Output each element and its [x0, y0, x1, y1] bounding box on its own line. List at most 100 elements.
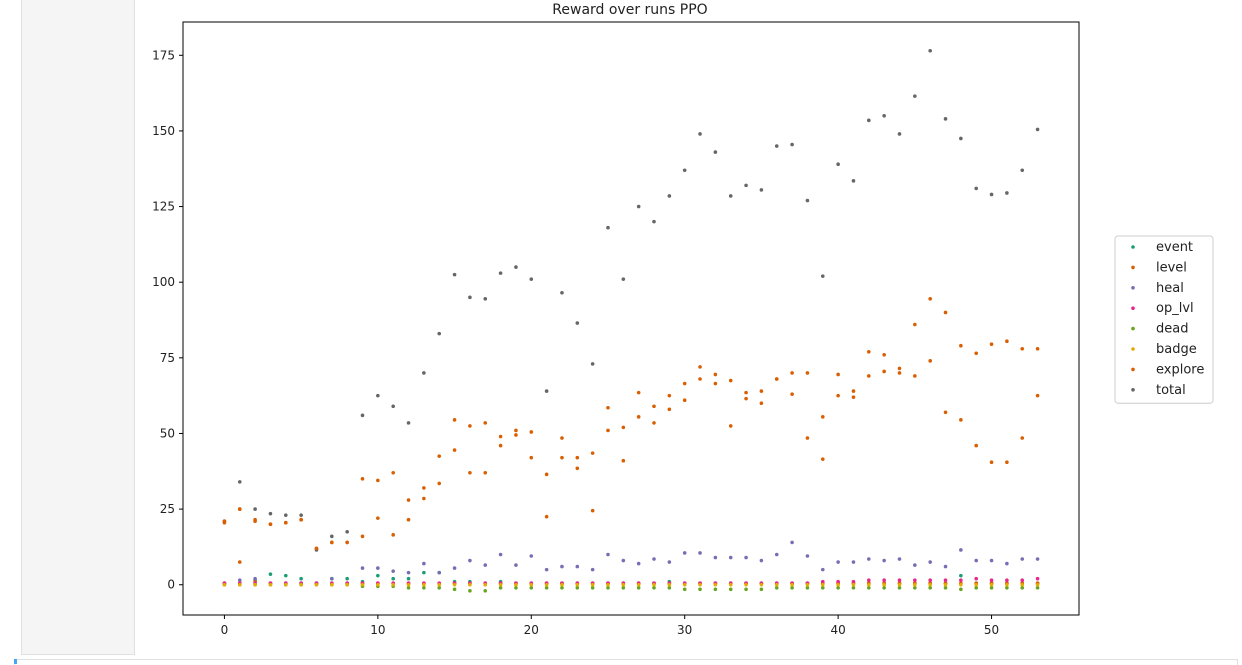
point-dead [943, 585, 948, 590]
point-badge [1020, 582, 1025, 587]
point-total [744, 183, 748, 188]
data-points [222, 48, 1040, 593]
point-total [759, 188, 764, 192]
point-explore [851, 389, 856, 393]
point-badge [989, 582, 994, 587]
point-explore [989, 342, 994, 347]
point-explore [959, 343, 963, 348]
point-total [1035, 127, 1040, 132]
point-total [713, 150, 718, 154]
point-explore [345, 540, 349, 545]
point-heal [606, 552, 610, 557]
point-explore [867, 374, 871, 378]
left-panel-gutter [21, 0, 135, 655]
legend-marker [1131, 347, 1135, 351]
point-dead [805, 585, 810, 590]
point-badge [882, 582, 886, 587]
point-op-lvl [867, 578, 871, 583]
point-dead [682, 587, 687, 592]
point-explore [974, 351, 979, 356]
point-explore [606, 405, 610, 410]
point-total [452, 272, 457, 277]
point-badge [759, 582, 764, 587]
point-explore [406, 498, 411, 502]
point-dead [698, 587, 702, 592]
point-total [360, 413, 365, 418]
y-tick-label: 25 [160, 502, 175, 516]
legend-label: badge [1156, 342, 1197, 357]
point-total [820, 274, 825, 278]
point-total [790, 142, 794, 147]
point-badge [867, 582, 871, 587]
point-total [268, 511, 273, 516]
point-total [867, 118, 871, 123]
point-op-lvl [1005, 578, 1009, 583]
point-badge [728, 582, 733, 587]
point-heal [744, 555, 748, 560]
point-dead [606, 585, 610, 590]
point-dead [652, 585, 656, 590]
point-badge [575, 582, 580, 587]
point-heal [529, 554, 534, 558]
point-heal [867, 557, 871, 561]
point-explore [391, 533, 395, 537]
point-heal [820, 567, 825, 572]
point-badge [974, 582, 979, 587]
x-tick-label: 10 [370, 623, 385, 637]
point-heal [376, 566, 380, 570]
point-total [621, 277, 626, 281]
point-heal [667, 560, 672, 564]
point-event [299, 576, 303, 581]
point-badge [713, 582, 718, 587]
point-explore [943, 310, 948, 315]
point-badge [744, 582, 748, 587]
point-total [422, 371, 426, 375]
point-explore [437, 481, 442, 486]
point-dead [959, 587, 963, 592]
point-explore [314, 546, 319, 551]
point-heal [959, 548, 963, 552]
point-explore [744, 396, 748, 401]
point-heal [468, 558, 472, 563]
point-badge [943, 582, 948, 587]
point-heal [636, 561, 641, 566]
point-heal [836, 560, 840, 564]
point-explore [253, 519, 257, 524]
point-explore [468, 424, 472, 428]
point-explore [820, 415, 825, 419]
point-explore [1005, 339, 1009, 343]
point-explore [867, 349, 871, 354]
point-heal [1020, 557, 1025, 561]
point-explore [1020, 436, 1025, 440]
point-explore [560, 436, 564, 440]
point-explore [268, 522, 273, 527]
point-dead [514, 585, 518, 590]
x-tick-label: 50 [984, 623, 999, 637]
point-explore [406, 517, 411, 522]
point-badge [1035, 582, 1040, 587]
point-badge [851, 582, 856, 587]
point-badge [514, 582, 518, 587]
point-dead [820, 585, 825, 590]
point-dead [483, 588, 488, 593]
point-heal [713, 555, 718, 560]
point-heal [514, 563, 518, 567]
legend-marker [1131, 265, 1135, 270]
point-badge [237, 582, 242, 587]
point-explore [237, 507, 242, 511]
point-total [1020, 168, 1025, 173]
point-heal [974, 558, 979, 563]
point-explore [222, 519, 227, 524]
point-explore [529, 455, 534, 460]
point-event [422, 570, 426, 575]
point-heal [452, 566, 457, 570]
point-dead [406, 585, 411, 590]
point-dead [774, 585, 779, 590]
y-tick-label: 100 [152, 275, 175, 289]
legend-label: dead [1156, 322, 1188, 337]
legend-label: level [1156, 260, 1187, 275]
point-explore [299, 517, 303, 522]
point-op-lvl [882, 578, 886, 583]
point-explore [529, 430, 534, 434]
